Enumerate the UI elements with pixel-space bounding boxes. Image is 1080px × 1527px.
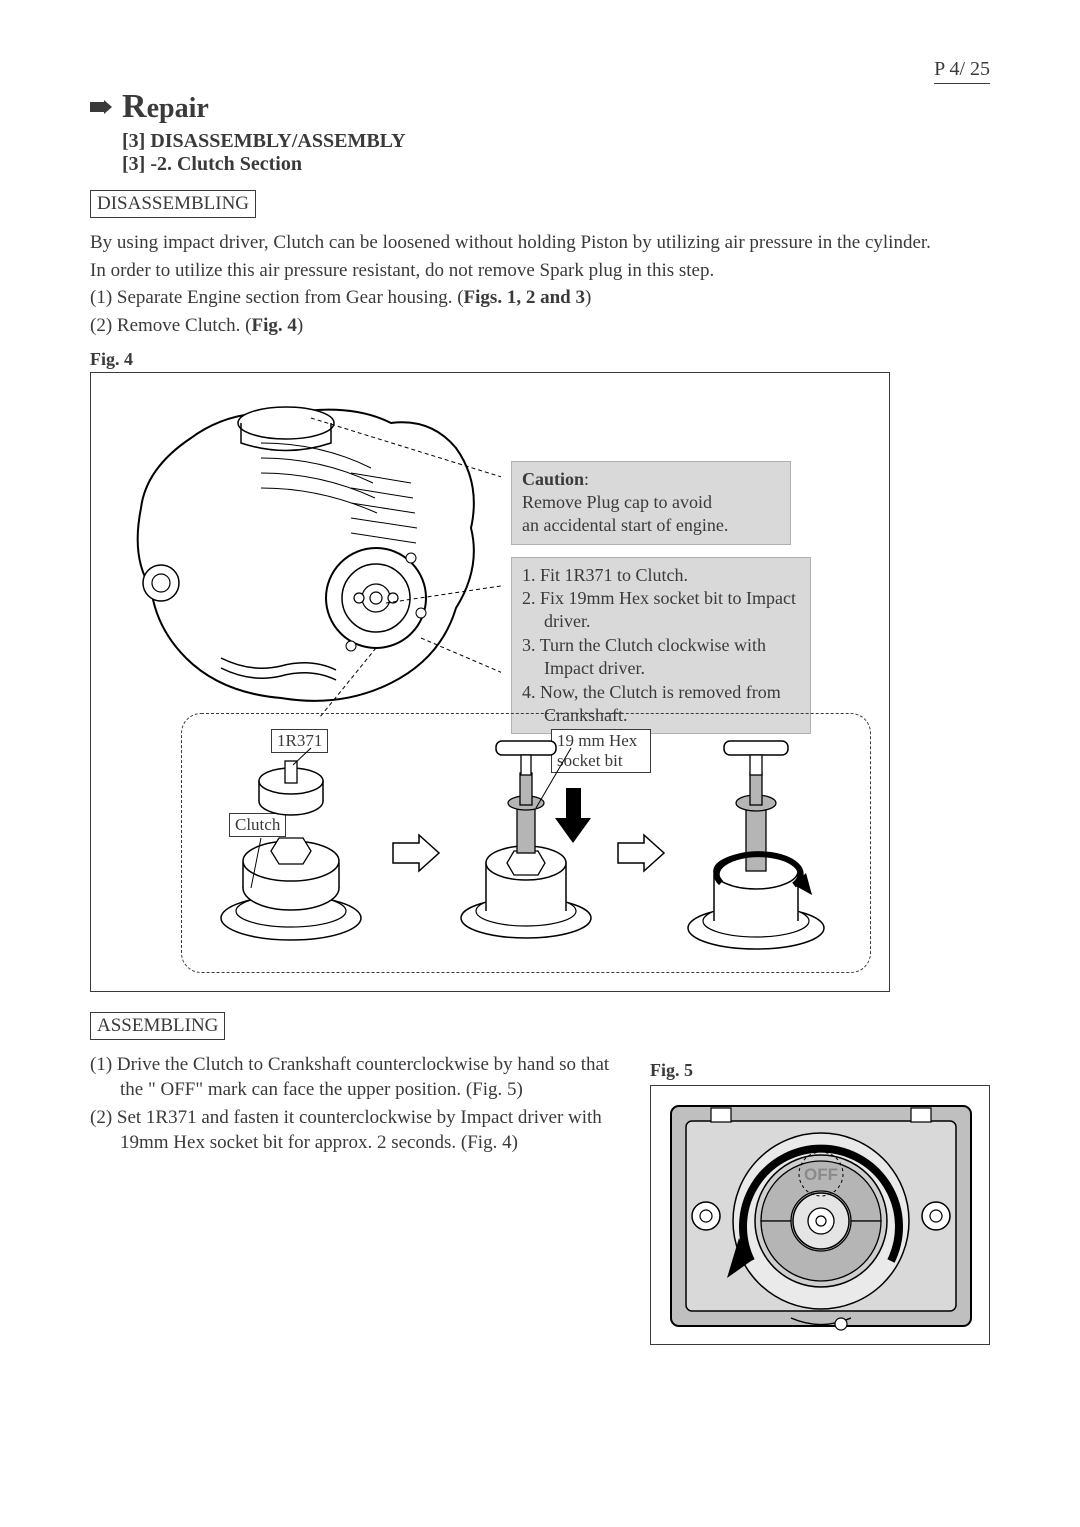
intro-line-1: By using impact driver, Clutch can be lo…	[90, 230, 990, 256]
step1-text: (1) Separate Engine section from Gear ho…	[90, 287, 464, 308]
section-header: Repair	[90, 88, 990, 126]
engine-illustration	[111, 388, 501, 718]
off-text: OFF	[804, 1165, 838, 1184]
a1-bold: Fig. 5	[472, 1079, 516, 1100]
disassembling-label: DISASSEMBLING	[90, 190, 256, 218]
arrow-icon-2	[616, 833, 666, 873]
arrow-icon-1	[391, 833, 441, 873]
figure-5-container: Fig. 5	[650, 1060, 990, 1345]
page-number: P 4/ 25	[934, 58, 990, 84]
step2-bold: Fig. 4	[251, 315, 296, 336]
fig4-step3: 3. Turn the Clutch clockwise with Impact…	[522, 634, 800, 681]
steps-box: 1. Fit 1R371 to Clutch. 2. Fix 19mm Hex …	[511, 557, 811, 735]
assembling-item-2: (2) Set 1R371 and fasten it counterclock…	[90, 1105, 610, 1156]
a2-bold: Fig. 4	[467, 1132, 511, 1153]
a2-text: (2) Set 1R371 and fasten it counterclock…	[90, 1107, 602, 1154]
step-2: (2) Remove Clutch. (Fig. 4)	[90, 313, 990, 339]
assembling-item-1: (1) Drive the Clutch to Crankshaft count…	[90, 1052, 610, 1103]
clutch-step-3	[666, 733, 846, 963]
step2-close: )	[297, 315, 303, 336]
subheading-disassembly: [3] DISASSEMBLY/ASSEMBLY	[122, 130, 990, 153]
assembling-label: ASSEMBLING	[90, 1012, 225, 1040]
caution-box: Caution: Remove Plug cap to avoid an acc…	[511, 461, 791, 545]
caution-line1: Remove Plug cap to avoid	[522, 492, 712, 512]
fig4-label: Fig. 4	[90, 349, 990, 370]
caution-colon: :	[584, 469, 589, 489]
caution-line2: an accidental start of engine.	[522, 515, 728, 535]
figure-5-box: OFF	[650, 1085, 990, 1345]
repair-title: Repair	[122, 88, 209, 126]
clutch-step-1	[201, 743, 381, 953]
figure-4-box: Caution: Remove Plug cap to avoid an acc…	[90, 372, 890, 992]
step1-bold: Figs. 1, 2 and 3	[464, 287, 585, 308]
fig4-step2: 2. Fix 19mm Hex socket bit to Impact dri…	[522, 587, 800, 634]
step-1: (1) Separate Engine section from Gear ho…	[90, 285, 990, 311]
a2-close: )	[512, 1132, 518, 1153]
fig5-label: Fig. 5	[650, 1060, 990, 1081]
step2-text: (2) Remove Clutch. (	[90, 315, 251, 336]
assembling-list: (1) Drive the Clutch to Crankshaft count…	[90, 1052, 610, 1157]
caution-title: Caution	[522, 469, 584, 489]
clutch-step-2	[441, 733, 611, 953]
a1-text: (1) Drive the Clutch to Crankshaft count…	[90, 1054, 609, 1101]
fig4-step1: 1. Fit 1R371 to Clutch.	[522, 564, 800, 587]
fig5-illustration: OFF	[651, 1086, 991, 1346]
a1-close: )	[517, 1079, 523, 1100]
step1-close: )	[585, 287, 591, 308]
intro-line-2: In order to utilize this air pressure re…	[90, 258, 990, 284]
arrow-right-icon	[90, 100, 112, 114]
subheading-clutch: [3] -2. Clutch Section	[122, 153, 990, 176]
